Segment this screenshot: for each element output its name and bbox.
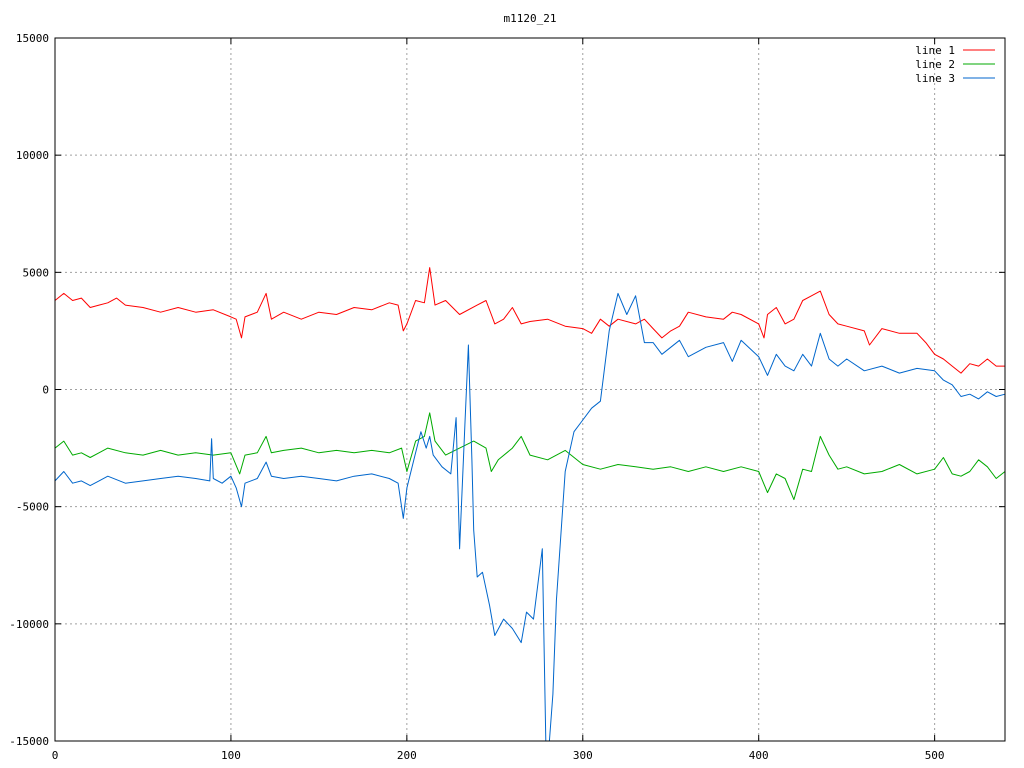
y-tick-label: 5000 bbox=[23, 266, 50, 279]
series-line-2 bbox=[54, 412, 1006, 501]
plot-frame bbox=[54, 37, 1006, 742]
x-tick-label: 100 bbox=[221, 749, 241, 762]
y-tick-label: 15000 bbox=[16, 32, 49, 45]
legend-label-3: line 3 bbox=[915, 72, 955, 85]
x-tick-label: 0 bbox=[52, 749, 59, 762]
chart-title: m1120_21 bbox=[504, 12, 557, 25]
tick-labels: 0 100 200 300 400 500 -15000 -10000 -5000 0 5000 10… bbox=[9, 32, 944, 762]
series-line-1 bbox=[54, 267, 1005, 374]
legend-label-1: line 1 bbox=[915, 44, 955, 57]
series-group bbox=[54, 267, 1006, 742]
y-tick-label: -10000 bbox=[9, 618, 49, 631]
x-tick-label: 300 bbox=[573, 749, 593, 762]
grid-lines bbox=[55, 38, 1005, 741]
x-tick-label: 200 bbox=[397, 749, 417, 762]
series-line-3 bbox=[54, 292, 1006, 742]
legend-label-2: line 2 bbox=[915, 58, 955, 71]
y-tick-label: 10000 bbox=[16, 149, 49, 162]
y-tick-label: -5000 bbox=[16, 501, 49, 514]
y-tick-label: 0 bbox=[42, 384, 49, 397]
axis-ticks bbox=[54, 37, 1005, 742]
y-tick-label: -15000 bbox=[9, 735, 49, 748]
x-tick-label: 500 bbox=[925, 749, 945, 762]
x-tick-label: 400 bbox=[749, 749, 769, 762]
